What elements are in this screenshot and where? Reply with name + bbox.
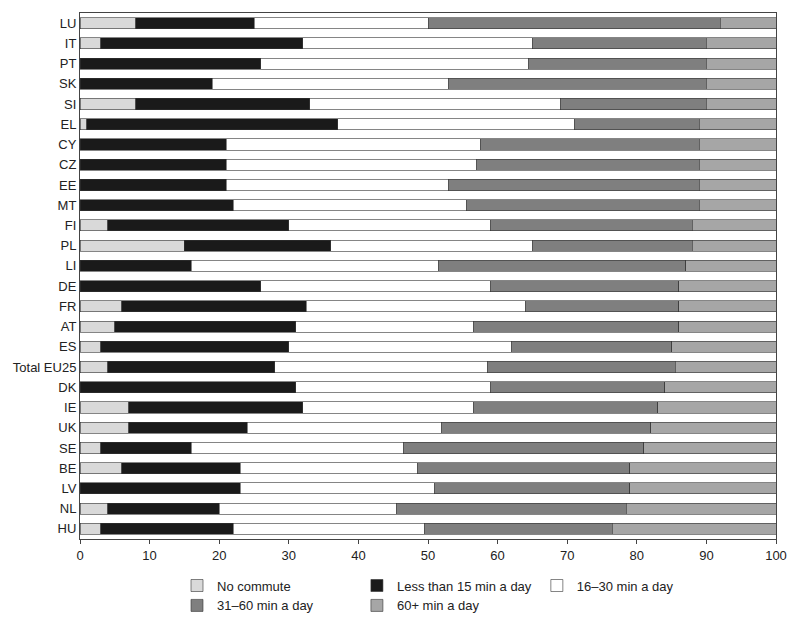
svg-text:EL: EL — [60, 117, 76, 132]
svg-text:PL: PL — [60, 238, 76, 253]
svg-text:10: 10 — [142, 548, 156, 563]
svg-text:No commute: No commute — [217, 579, 291, 594]
svg-text:CY: CY — [58, 137, 76, 152]
svg-text:DE: DE — [58, 279, 76, 294]
svg-text:SE: SE — [59, 441, 77, 456]
svg-text:SI: SI — [64, 97, 76, 112]
svg-text:100: 100 — [765, 548, 787, 563]
svg-text:DK: DK — [58, 380, 76, 395]
svg-text:70: 70 — [560, 548, 574, 563]
svg-text:30: 30 — [282, 548, 296, 563]
svg-text:16–30 min a day: 16–30 min a day — [577, 579, 674, 594]
svg-text:ES: ES — [59, 339, 77, 354]
svg-text:FR: FR — [59, 299, 76, 314]
svg-text:50: 50 — [421, 548, 435, 563]
svg-text:60+ min a day: 60+ min a day — [397, 598, 480, 613]
svg-text:EE: EE — [59, 178, 77, 193]
svg-text:PT: PT — [60, 56, 77, 71]
svg-text:UK: UK — [58, 420, 76, 435]
svg-text:0: 0 — [76, 548, 83, 563]
svg-text:NL: NL — [60, 501, 77, 516]
svg-text:80: 80 — [630, 548, 644, 563]
svg-text:40: 40 — [351, 548, 365, 563]
svg-text:Less than 15 min a day: Less than 15 min a day — [397, 579, 532, 594]
svg-text:LI: LI — [66, 258, 77, 273]
svg-text:31–60 min a day: 31–60 min a day — [217, 598, 314, 613]
svg-text:MT: MT — [58, 198, 77, 213]
svg-text:FI: FI — [65, 218, 77, 233]
svg-text:BE: BE — [59, 461, 77, 476]
svg-text:IT: IT — [65, 36, 77, 51]
svg-text:20: 20 — [212, 548, 226, 563]
svg-text:LV: LV — [61, 481, 76, 496]
svg-text:60: 60 — [490, 548, 504, 563]
svg-text:SK: SK — [59, 76, 77, 91]
svg-text:IE: IE — [64, 400, 77, 415]
svg-text:90: 90 — [699, 548, 713, 563]
svg-text:CZ: CZ — [59, 157, 76, 172]
svg-text:LU: LU — [60, 16, 77, 31]
svg-text:Total EU25: Total EU25 — [13, 360, 77, 375]
svg-text:HU: HU — [58, 521, 77, 536]
svg-text:AT: AT — [61, 319, 77, 334]
